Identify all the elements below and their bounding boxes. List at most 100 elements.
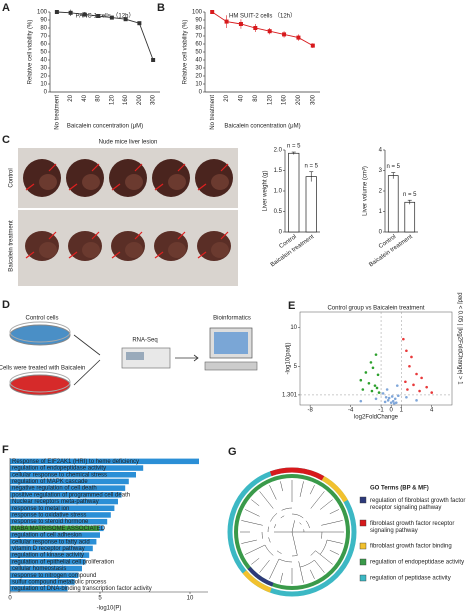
arrow: [220, 231, 229, 240]
y-tick-label: 20: [195, 74, 202, 80]
point: [374, 353, 378, 356]
annotation: n = 5: [403, 192, 417, 198]
point: [367, 382, 371, 385]
dendrogram-arc: [324, 539, 328, 548]
sequencer-panel: [126, 352, 144, 360]
bar: [10, 572, 79, 578]
x-tick-label: 5: [98, 596, 102, 602]
computer-base: [204, 361, 258, 371]
x-tick-label: -4: [348, 408, 354, 414]
arrow: [220, 163, 229, 172]
point: [420, 376, 423, 380]
category-label: negative regulation of cell death: [12, 486, 97, 492]
dendrogram-branch: [319, 499, 333, 510]
dendrogram-arc: [270, 516, 274, 522]
dendrogram-arc: [278, 558, 286, 562]
inner-ring: [234, 474, 350, 590]
y-tick-label: 5: [294, 364, 298, 370]
bar: [10, 512, 111, 518]
petri-dish-rim: [9, 371, 71, 393]
point: [395, 384, 399, 387]
ring-segment: [269, 467, 325, 481]
bar: [10, 478, 129, 485]
diagram-label: Control cells: [25, 316, 58, 322]
side-label: padj < 0.05 | |log2FoldChange| > 1: [456, 292, 462, 385]
legend-label-line: fibroblast growth factor receptor: [370, 521, 454, 527]
photo-title: Nude mice liver lesion: [99, 140, 158, 146]
x-tick-label: No treatment: [210, 95, 216, 130]
dendrogram-arc: [307, 524, 310, 529]
point: [404, 380, 407, 384]
category-label: cellular response to fatty acid: [12, 539, 90, 545]
marker: [210, 10, 215, 14]
category-label: response to metal ion: [12, 506, 69, 512]
dendrogram-arc: [319, 547, 325, 555]
point: [390, 395, 394, 398]
point: [386, 399, 390, 402]
dendrogram-arc: [291, 555, 298, 557]
point: [383, 400, 387, 404]
x-axis-label: log2FoldChange: [354, 415, 399, 421]
dendrogram-arc: [268, 537, 271, 543]
legend-swatch: [359, 574, 367, 582]
y-tick-label: 10: [290, 325, 297, 331]
liver-lobe: [168, 242, 186, 258]
arrow: [134, 231, 143, 240]
y-tick-label: 10: [40, 82, 47, 88]
annotation: n = 5: [304, 163, 318, 169]
y-tick-label: 0.5: [274, 209, 283, 215]
liver-lobe: [125, 174, 143, 190]
point: [364, 371, 368, 374]
category-label: response to steroid hormone: [12, 519, 89, 525]
dendrogram-branch: [269, 485, 277, 500]
point: [384, 395, 388, 399]
point: [375, 386, 379, 390]
panel-label: A: [2, 2, 10, 14]
arrow: [154, 251, 164, 259]
x-axis-label: Baicalein concentration (μM): [224, 124, 300, 130]
arrow: [73, 334, 101, 386]
point: [385, 388, 389, 391]
y-tick-label: 60: [195, 42, 202, 48]
bar: [404, 201, 416, 233]
x-tick-label: -1: [378, 408, 384, 414]
legend-swatch: [359, 542, 367, 550]
x-tick-label: 80: [253, 94, 259, 101]
dendrogram-arc: [267, 526, 269, 533]
arrow: [68, 251, 78, 259]
bar: [10, 505, 115, 511]
point: [381, 392, 385, 395]
dendrogram-branch: [251, 499, 260, 507]
x-tick-label: 0: [390, 408, 394, 414]
y-tick-label: 80: [195, 26, 202, 32]
liver-lobe: [82, 174, 100, 190]
dendrogram-branch: [298, 561, 304, 583]
category-label: regulation of endopeptidase activity: [12, 466, 106, 472]
point: [410, 355, 413, 359]
legend-swatch: [359, 519, 367, 527]
category-label: regulation of DNA-binding transcription …: [12, 586, 152, 592]
category-label: cellular response to chemical stress: [12, 472, 107, 478]
marker: [82, 12, 87, 17]
bar: [288, 152, 300, 233]
category-label: regulation of kinase activity: [12, 553, 84, 559]
liver-lobe: [168, 174, 186, 190]
arrow: [25, 183, 35, 191]
point: [430, 391, 434, 394]
dendrogram-branch: [309, 569, 315, 579]
y-tick-label: 10: [195, 82, 202, 88]
y-tick-label: 70: [40, 34, 47, 40]
category-label: vitamin D receptor pathway: [12, 546, 85, 552]
x-tick-label: 20: [224, 94, 230, 101]
y-axis-label: -log10(padj): [286, 342, 292, 374]
dendrogram-arc: [268, 550, 274, 556]
y-tick-label: 50: [195, 50, 202, 56]
x-tick-label: 200: [296, 94, 302, 105]
point: [359, 399, 363, 403]
point: [408, 364, 411, 368]
screen: [214, 332, 248, 354]
y-tick-label: 0: [199, 90, 203, 96]
x-axis-label: -log10(P): [97, 606, 122, 612]
category-label: regulation of MAPK cascade: [12, 479, 88, 485]
arrow: [134, 163, 143, 172]
